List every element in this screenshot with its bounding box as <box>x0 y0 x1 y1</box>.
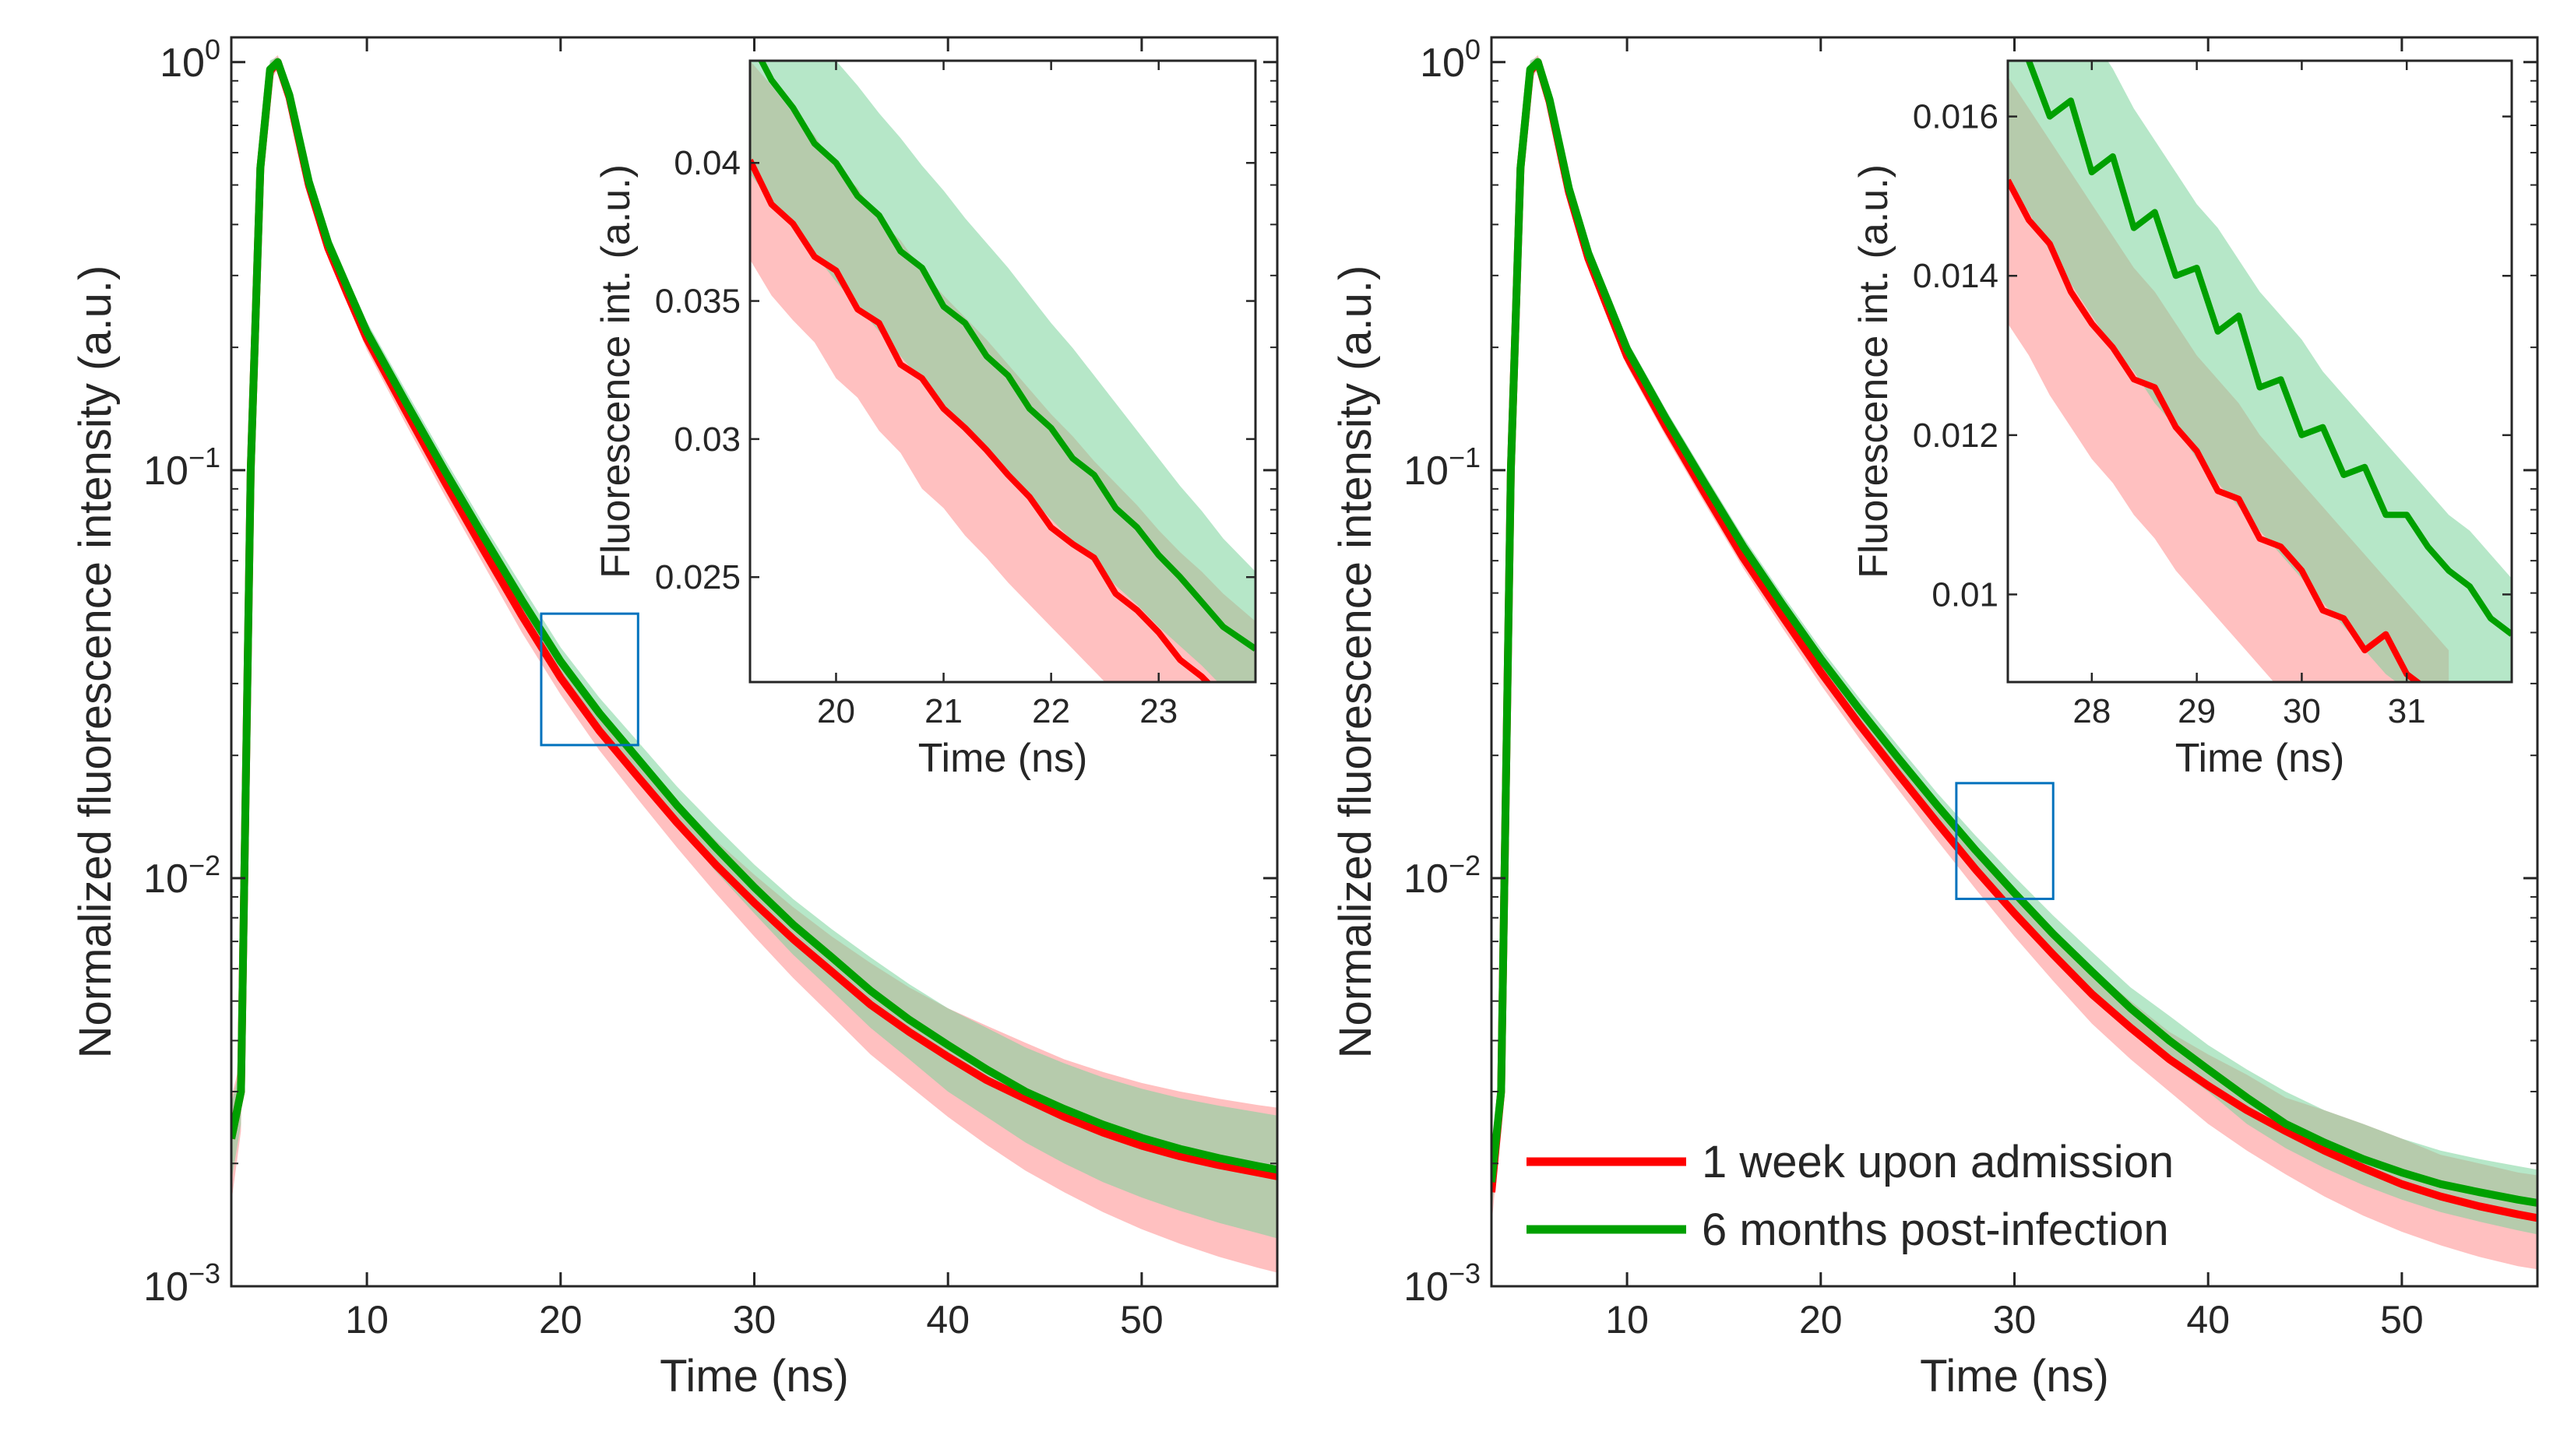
panel-b-data-group <box>1491 55 2537 1270</box>
panel-b-inset-y-axis-label: Fluorescence int. (a.u.) <box>1851 164 1896 579</box>
panel-a-series-line-2 <box>231 58 1277 1174</box>
panel-a-x-tick-label: 50 <box>1120 1298 1164 1342</box>
panel-a-inset-y-tick-label: 0.025 <box>655 558 741 596</box>
panel-a-x-tick-label: 40 <box>926 1298 970 1342</box>
panel-a-inset-x-axis-label: Time (ns) <box>918 736 1088 781</box>
panel-b-inset-data-group <box>2008 61 2512 682</box>
panel-b-inset-x-axis-label: Time (ns) <box>2175 736 2345 781</box>
panel-a-inset-x-tick-label: 21 <box>924 692 963 730</box>
panel-b-x-tick-label: 20 <box>1799 1298 1843 1342</box>
panel-a-y-axis-label: Normalized fluorescence intensity (a.u.) <box>70 266 121 1059</box>
panel-a-inset-y-tick-label: 0.03 <box>674 420 741 459</box>
panel-b-y-tick-label: 10−2 <box>1403 849 1481 902</box>
panel-b-inset-x-tick-label: 29 <box>2178 692 2216 730</box>
panel-a-y-tick-label: 100 <box>160 33 220 86</box>
panel-a-x-axis-label: Time (ns) <box>660 1351 849 1401</box>
panel-a-zoom-box <box>540 612 639 747</box>
panel-a-series-band-2 <box>231 57 1277 1239</box>
panel-a-inset-data-group <box>750 61 1255 682</box>
panel-b-inset-series-line-1 <box>2008 178 2423 682</box>
panel-b-x-tick-label: 30 <box>1993 1298 2037 1342</box>
panel-b-inset-x-tick-label: 30 <box>2283 692 2321 730</box>
panel-b-inset-series-band-2 <box>2008 61 2512 682</box>
panel-b-inset-y-tick-label: 0.01 <box>1931 575 1998 614</box>
panel-b-legend-label-2: 6 months post-infection <box>1702 1205 2169 1255</box>
panel-b-inset-series-line-2 <box>2025 61 2512 637</box>
panel-a-y-tick-label: 10−2 <box>143 849 220 902</box>
panel-a-inset-x-tick-label: 20 <box>817 692 855 730</box>
panel-b-y-tick-label: 100 <box>1420 33 1481 86</box>
panel-b-inset-x-tick-label: 31 <box>2388 692 2426 730</box>
panel-a-data-group <box>231 55 1277 1273</box>
panel-b-x-axis-label: Time (ns) <box>1920 1351 2109 1401</box>
panel-a-y-tick-label: 10−3 <box>143 1257 220 1310</box>
panel-a-inset-series-line-2 <box>758 61 1255 652</box>
panel-a-x-tick-label: 10 <box>345 1298 389 1342</box>
panel-b-legend-label-1: 1 week upon admission <box>1702 1137 2174 1187</box>
panel-a-x-tick-label: 20 <box>539 1298 583 1342</box>
panel-b-inset-y-tick-label: 0.016 <box>1913 98 1998 136</box>
panel-a-inset-y-tick-label: 0.035 <box>655 283 741 321</box>
panel-a-inset-y-axis-label: Fluorescence int. (a.u.) <box>593 164 639 579</box>
panel-a-inset-series-line-1 <box>750 158 1212 682</box>
panel-b-y-tick-label: 10−3 <box>1403 1257 1481 1310</box>
panel-b-x-tick-label: 10 <box>1605 1298 1649 1342</box>
panel-b-x-tick-label: 50 <box>2380 1298 2424 1342</box>
panel-b-inset-frame <box>2006 59 2513 684</box>
panel-a-y-tick-label: 10−1 <box>143 441 220 494</box>
panel-b-y-tick-label: 10−1 <box>1403 441 1481 494</box>
panel-b-inset-y-tick-label: 0.012 <box>1913 417 1998 455</box>
panel-b-inset-x-tick-label: 28 <box>2072 692 2111 730</box>
panel-b-inset-y-tick-label: 0.014 <box>1913 257 1998 295</box>
panel-b-zoom-box <box>1955 782 2055 900</box>
panel-b-y-axis-label: Normalized fluorescence intensity (a.u.) <box>1330 266 1381 1059</box>
panel-b-series-line-2 <box>1491 58 2537 1207</box>
panel-b-x-tick-label: 40 <box>2186 1298 2230 1342</box>
panel-a-inset-x-tick-label: 22 <box>1032 692 1070 730</box>
panel-a-inset-x-tick-label: 23 <box>1139 692 1178 730</box>
panel-a-inset-y-tick-label: 0.04 <box>674 144 741 182</box>
panel-a-x-tick-label: 30 <box>733 1298 776 1342</box>
panel-a-inset-frame <box>748 59 1257 684</box>
